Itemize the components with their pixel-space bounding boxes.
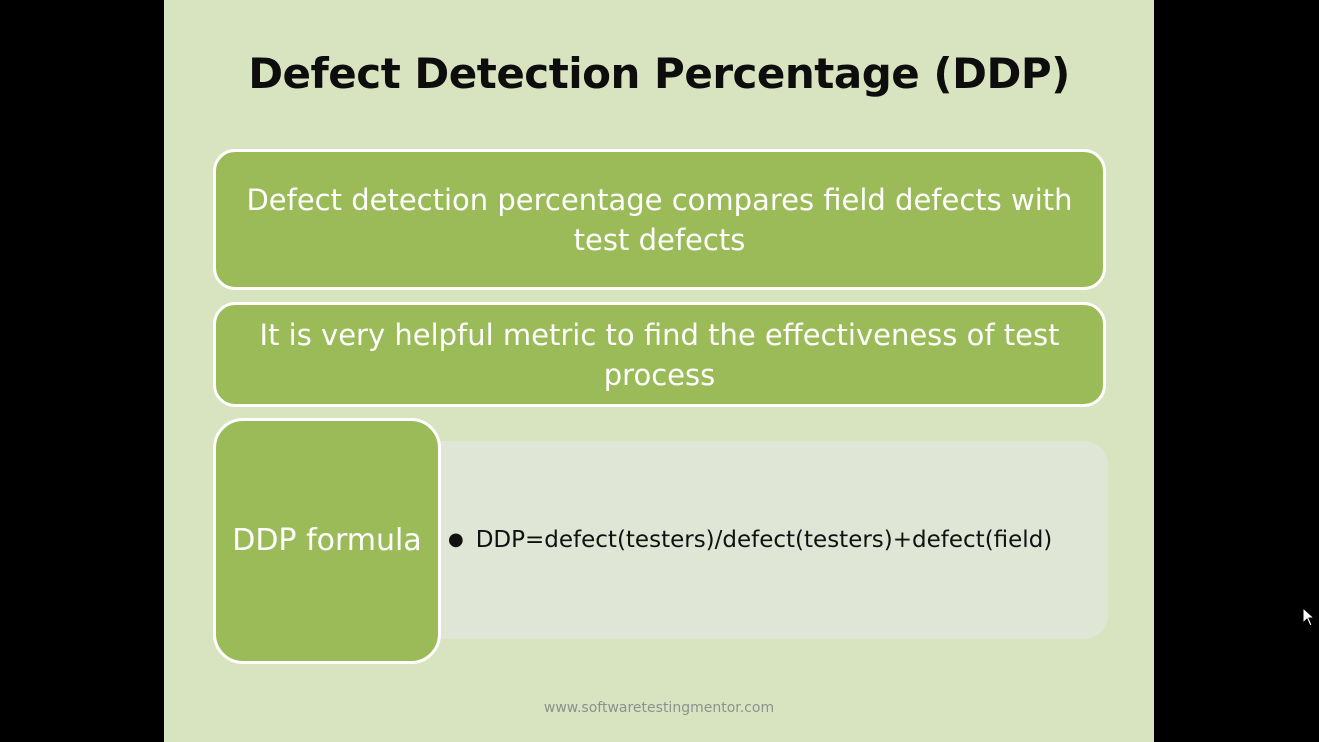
formula-panel (364, 441, 1108, 639)
slide-title: Defect Detection Percentage (DDP) (248, 49, 1070, 98)
formula-item: ● DDP=defect(testers)/defect(testers)+de… (448, 518, 1098, 562)
point-box-1: Defect detection percentage compares fie… (213, 149, 1106, 290)
point-text-1: Defect detection percentage compares fie… (246, 182, 1073, 257)
formula-label: DDP formula (232, 523, 422, 558)
point-text-2: It is very helpful metric to find the ef… (259, 317, 1060, 392)
presentation-slide: Defect Detection Percentage (DDP) Defect… (164, 0, 1154, 742)
footer-website: www.softwaretestingmentor.com (543, 700, 775, 716)
bullet-dot-icon: ● (448, 529, 464, 550)
point-box-2: It is very helpful metric to find the ef… (213, 302, 1106, 407)
formula-list: ● DDP=defect(testers)/defect(testers)+de… (448, 518, 1098, 562)
formula-text: DDP=defect(testers)/defect(testers)+defe… (475, 527, 1053, 553)
formula-label-box: DDP formula (213, 418, 441, 664)
mouse-pointer-icon (1302, 607, 1316, 627)
